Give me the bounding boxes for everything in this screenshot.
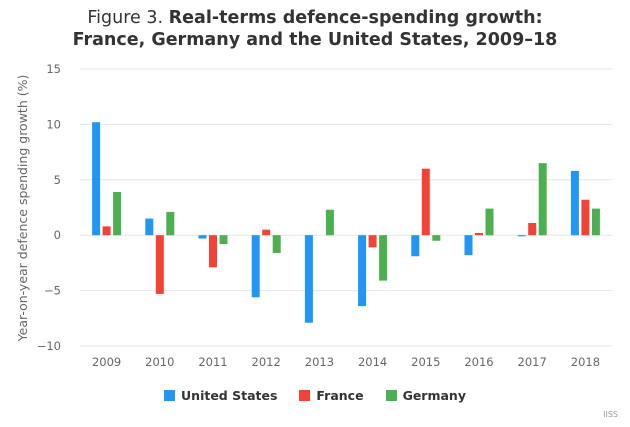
bar-germany-2011[interactable] — [219, 235, 228, 245]
source-credit: IISS — [603, 410, 618, 419]
y-tick-label: 0 — [54, 228, 61, 242]
y-tick-label: −10 — [37, 339, 61, 353]
bar-germany-2013[interactable] — [325, 209, 334, 236]
bar-germany-2015[interactable] — [432, 235, 441, 241]
bar-france-2017[interactable] — [528, 223, 537, 236]
legend-item-france[interactable]: France — [299, 388, 364, 403]
x-tick-label: 2014 — [358, 355, 387, 369]
y-tick-label: 5 — [54, 173, 61, 187]
title-line-2: France, Germany and the United States, 2… — [72, 30, 558, 50]
legend-swatch — [385, 390, 397, 401]
legend-item-germany[interactable]: Germany — [385, 388, 466, 403]
bar-united-states-2014[interactable] — [358, 235, 367, 307]
bar-france-2009[interactable] — [102, 226, 111, 236]
x-tick-label: 2017 — [518, 355, 547, 369]
title-line-1: Real-terms defence-spending growth: — [168, 8, 543, 28]
x-tick-label: 2011 — [198, 355, 227, 369]
x-tick-label: 2018 — [571, 355, 600, 369]
bar-united-states-2015[interactable] — [411, 235, 420, 257]
x-tick-label: 2015 — [411, 355, 440, 369]
legend-label: France — [316, 388, 364, 403]
legend-swatch — [299, 390, 311, 401]
legend-label: United States — [181, 388, 278, 403]
y-tick-label: −5 — [44, 284, 61, 298]
y-tick-label: 10 — [46, 117, 61, 131]
legend-swatch — [164, 390, 176, 401]
bar-united-states-2012[interactable] — [251, 235, 260, 298]
bar-germany-2014[interactable] — [379, 235, 388, 281]
bar-germany-2017[interactable] — [538, 163, 547, 236]
legend-label: Germany — [402, 388, 466, 403]
legend-item-united-states[interactable]: United States — [164, 388, 277, 403]
bar-germany-2012[interactable] — [272, 235, 281, 253]
bar-united-states-2017[interactable] — [517, 235, 526, 237]
x-tick-label: 2009 — [92, 355, 121, 369]
x-tick-label: 2012 — [252, 355, 281, 369]
x-tick-label: 2013 — [305, 355, 334, 369]
bar-united-states-2016[interactable] — [464, 235, 473, 256]
x-tick-label: 2010 — [145, 355, 174, 369]
gridlines — [80, 68, 612, 347]
x-tick-label: 2016 — [464, 355, 493, 369]
bar-france-2010[interactable] — [155, 235, 164, 294]
bar-united-states-2010[interactable] — [145, 218, 154, 236]
bar-united-states-2018[interactable] — [570, 170, 579, 236]
x-axis-ticks: 2009 2010 2011 2012 2013 2014 2015 2016 2017 2018 — [92, 355, 600, 369]
bars — [92, 122, 600, 323]
bar-france-2014[interactable] — [368, 235, 377, 248]
bar-france-2012[interactable] — [262, 229, 271, 236]
y-tick-label: 15 — [46, 62, 61, 76]
bar-germany-2016[interactable] — [485, 208, 494, 236]
y-axis-ticks: −10 −5 0 5 10 15 — [37, 62, 61, 353]
bar-united-states-2011[interactable] — [198, 235, 207, 239]
bar-france-2016[interactable] — [475, 232, 483, 236]
bar-france-2015[interactable] — [421, 168, 430, 236]
bar-united-states-2009[interactable] — [92, 122, 101, 236]
bar-france-2018[interactable] — [581, 199, 590, 236]
bar-france-2011[interactable] — [209, 235, 217, 268]
chart-title: Figure 3. Real-terms defence-spending gr… — [0, 7, 630, 51]
bar-germany-2018[interactable] — [591, 208, 600, 236]
title-figure-label: Figure 3. — [87, 8, 164, 28]
bar-united-states-2013[interactable] — [304, 235, 313, 323]
y-axis-label: Year-on-year defence spending growth (%) — [15, 75, 30, 343]
legend: United States France Germany — [0, 388, 630, 403]
bar-germany-2009[interactable] — [113, 191, 122, 236]
bar-germany-2010[interactable] — [166, 211, 175, 236]
